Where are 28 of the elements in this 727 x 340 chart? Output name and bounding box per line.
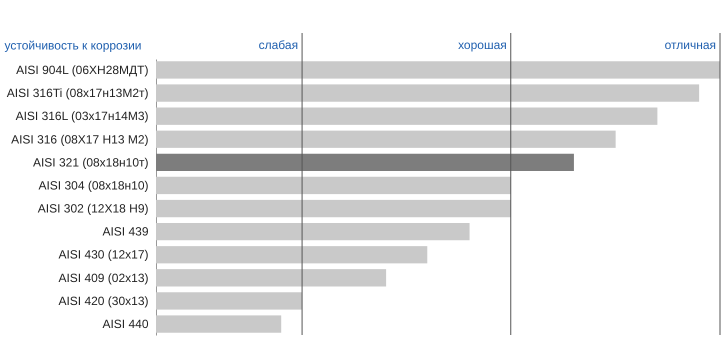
y-tick-label: AISI 321 (08х18н10т) (32, 155, 148, 170)
y-axis-title: устойчивость к коррозии (4, 38, 142, 52)
ref-line-label: слабая (258, 38, 298, 52)
y-tick-label: AISI 316L (03х17н14М3) (16, 109, 148, 124)
ref-line-label: хорошая (458, 38, 507, 52)
y-tick-label: AISI 302 (12X18 H9) (38, 202, 148, 216)
y-tick-label: AISI 440 (102, 317, 149, 332)
bar (156, 222, 470, 240)
y-tick-label: AISI 904L (06ХН28МДТ) (16, 62, 148, 77)
bar (156, 176, 511, 194)
bar (156, 269, 386, 286)
bar (156, 61, 720, 79)
y-tick-label: AISI 439 (102, 224, 149, 239)
bar (156, 84, 700, 102)
y-tick-label: AISI 430 (12x17) (58, 248, 148, 262)
bar (156, 108, 658, 125)
y-tick-label: AISI 316Ti (08х17н13М2т) (6, 86, 148, 100)
bar (156, 200, 511, 218)
y-tick-label: AISI 304 (08х18н10) (38, 178, 148, 192)
bar (156, 246, 428, 264)
y-tick-label: AISI 409 (02x13) (58, 270, 148, 285)
bar (156, 130, 616, 148)
bar (156, 292, 302, 310)
y-tick-label: AISI 316 (08X17 H13 M2) (11, 132, 148, 146)
ref-line-label: отличная (664, 38, 716, 52)
bar (156, 315, 282, 333)
bar (156, 154, 574, 172)
y-tick-label: AISI 420 (30x13) (58, 294, 148, 308)
